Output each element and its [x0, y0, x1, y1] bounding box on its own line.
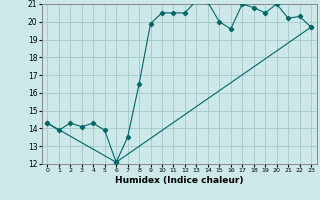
X-axis label: Humidex (Indice chaleur): Humidex (Indice chaleur)	[115, 176, 244, 185]
